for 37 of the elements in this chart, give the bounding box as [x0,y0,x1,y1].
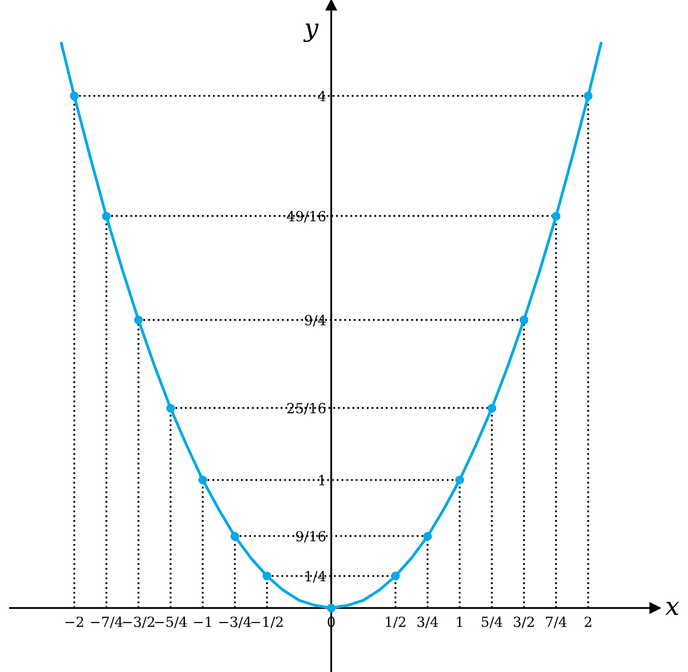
point [552,212,560,221]
x-tick-label: 3/4 [417,616,438,628]
x-tick-label: −3/2 [122,616,154,628]
x-tick-label: 5/4 [482,616,502,628]
point [166,404,175,413]
y-tick-label: 9/16 [296,530,326,543]
point [262,572,272,580]
point [134,316,143,324]
point [198,476,208,484]
x-axis-title: x [665,602,680,615]
x-tick-label: −7/4 [90,616,123,628]
x-tick-label: −1/2 [251,616,283,628]
point [391,572,400,580]
y-tick-label: 9/4 [304,314,326,326]
point [487,404,496,413]
point [102,212,111,221]
point [326,604,336,612]
x-tick-label: 7/4 [546,616,567,628]
y-tick-label: 1/4 [306,570,326,583]
x-tick-label: 3/2 [514,616,534,628]
point [70,92,79,100]
x-tick-label: −3/4 [219,616,252,628]
point [584,92,593,100]
y-tick-label: 49/16 [286,210,326,222]
y-tick-label: 1 [319,474,324,486]
point [455,476,464,484]
x-tick-label: 1/2 [386,616,406,628]
y-tick-label: 25/16 [287,402,326,415]
x-tick-label: 1 [456,616,462,627]
point [423,532,432,541]
y-axis-title: y [303,23,319,42]
point [520,316,528,324]
x-tick-label: −2 [65,616,84,627]
x-tick-label: −1 [194,616,211,627]
x-tick-label: 2 [584,616,592,627]
point [230,532,240,541]
x-tick-label: −5/4 [155,616,187,628]
